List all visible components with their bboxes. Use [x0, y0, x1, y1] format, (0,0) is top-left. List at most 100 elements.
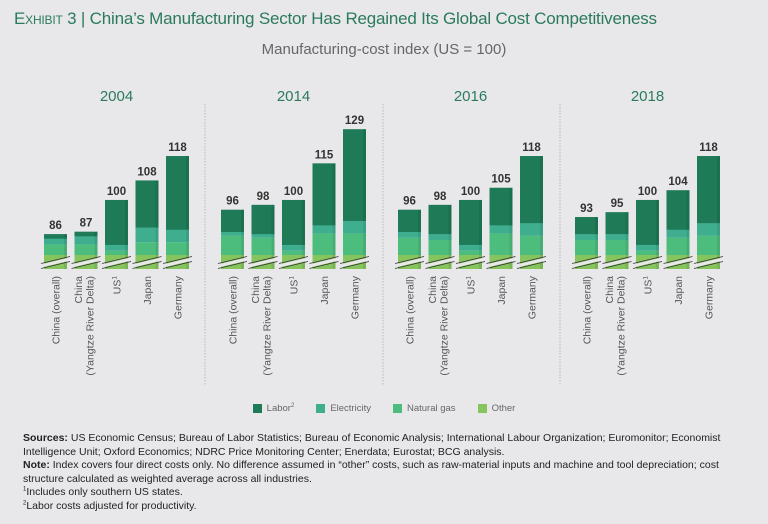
category-label-line: Japan — [673, 276, 685, 305]
bar-shade — [363, 129, 366, 269]
category-label: Japan — [142, 276, 154, 305]
panel-year-label: 2016 — [454, 88, 487, 105]
axis-break-line — [101, 261, 132, 269]
axis-break-line — [693, 256, 724, 264]
bar-segment-electricity — [221, 231, 244, 236]
bar-value-label: 93 — [580, 203, 593, 215]
bar-segment-labor — [44, 234, 67, 239]
category-label-line: China — [73, 276, 85, 304]
category-label: China (overall) — [582, 276, 594, 344]
bar-segment-electricity — [105, 244, 128, 251]
axis-break-mark — [571, 257, 602, 268]
bar-segment-labor — [105, 199, 128, 245]
bar-segment-labor — [575, 217, 598, 235]
bar-shade — [448, 204, 452, 269]
bar-shade — [625, 212, 629, 269]
bar-segment-natural-gas — [605, 240, 629, 255]
methodology-note: Note: Index covers four direct costs onl… — [23, 459, 753, 486]
bar-2018-3 — [663, 190, 693, 269]
bar-segment-electricity — [697, 222, 720, 236]
chart-subtitle: Manufacturing-cost index (US = 100) — [261, 41, 507, 58]
bar-shade — [332, 163, 336, 269]
legend-swatch — [316, 404, 326, 413]
bar-value-label: 105 — [491, 174, 511, 186]
bar-segment-labor — [343, 129, 366, 221]
notes-block: Sources: US Economic Census; Bureau of L… — [23, 432, 753, 514]
category-label-line: US — [643, 280, 655, 295]
legend-swatch — [477, 404, 487, 413]
axis-break-line — [217, 256, 248, 264]
category-label: Japan — [673, 276, 685, 305]
bar-value-label: 100 — [461, 186, 480, 198]
axis-break-line — [40, 256, 71, 264]
bar-2016-0 — [394, 209, 425, 269]
bar-segment-natural-gas — [459, 250, 482, 255]
bar-value-label: 100 — [638, 186, 657, 198]
bar-segment-electricity — [605, 233, 629, 241]
bar-segment-labor — [135, 180, 159, 228]
axis-break-line — [71, 261, 101, 269]
axis-break-mark — [101, 257, 132, 268]
bar-shade — [595, 217, 598, 269]
category-label-line: Japan — [142, 276, 154, 305]
bar-shade — [94, 231, 98, 269]
axis-break-line — [693, 261, 724, 269]
category-label: Germany — [350, 275, 362, 319]
bar-segment-labor — [398, 209, 421, 232]
axis-break-line — [394, 261, 425, 269]
footnote-1-mark: 1 — [23, 486, 27, 493]
category-label: China(Yangtze River Delta) — [427, 276, 451, 376]
bar-segment-natural-gas — [520, 235, 543, 255]
bar-value-label: 100 — [284, 186, 303, 198]
bar-segment-labor — [166, 156, 189, 230]
category-label: US1 — [643, 276, 655, 295]
category-label-line: China (overall) — [582, 276, 594, 344]
category-label-line: Japan — [319, 276, 331, 305]
bar-value-label: 96 — [403, 196, 416, 208]
panel-year-label: 2014 — [277, 88, 310, 105]
axis-break-line — [162, 261, 193, 269]
bar-value-label: 104 — [668, 176, 688, 188]
bar-segment-electricity — [520, 222, 543, 236]
bar-segment-natural-gas — [697, 235, 720, 255]
axis-break-line — [663, 256, 693, 264]
legend-item-natural-gas: Natural gas — [392, 403, 456, 414]
category-label-sup: 1 — [112, 276, 119, 280]
axis-break-line — [309, 261, 339, 269]
bar-segment-natural-gas — [135, 242, 159, 255]
bar-segment-natural-gas — [489, 233, 513, 255]
bar-2018-1 — [602, 212, 632, 269]
bar-shade — [509, 187, 513, 269]
bar-segment-labor — [312, 163, 336, 226]
axis-break-line — [394, 256, 425, 264]
category-label-line: China (overall) — [405, 276, 417, 344]
bar-value-label: 95 — [611, 198, 624, 210]
axis-break-mark — [486, 257, 516, 268]
legend-label: Other — [491, 403, 516, 414]
legend-label: Natural gas — [406, 403, 456, 414]
category-label-line: Japan — [496, 276, 508, 305]
axis-break-line — [278, 261, 309, 269]
axis-break-mark — [71, 257, 101, 268]
axis-break-mark — [132, 257, 162, 268]
bar-2014-4 — [339, 129, 370, 269]
category-label-line: China — [250, 276, 262, 304]
bar-segment-labor — [459, 199, 482, 245]
bar-value-label: 100 — [107, 186, 126, 198]
bar-segment-natural-gas — [282, 250, 305, 255]
legend-swatch — [392, 404, 402, 413]
footnote-2-mark: 2 — [23, 500, 27, 507]
legend: Labor2 Electricity Natural gas Other — [0, 403, 768, 414]
bar-segment-labor — [520, 156, 543, 224]
bar-2018-0 — [571, 217, 602, 269]
bar-shade — [717, 156, 720, 269]
bar-segment-electricity — [74, 235, 98, 245]
bar-value-label: 118 — [522, 142, 541, 154]
bar-segment-natural-gas — [428, 240, 452, 255]
legend-label-sup: 2 — [290, 402, 295, 409]
bar-shade — [540, 156, 543, 269]
bar-segment-labor — [697, 156, 720, 224]
category-label-line: China (overall) — [51, 276, 63, 344]
bar-segment-natural-gas — [166, 242, 189, 255]
